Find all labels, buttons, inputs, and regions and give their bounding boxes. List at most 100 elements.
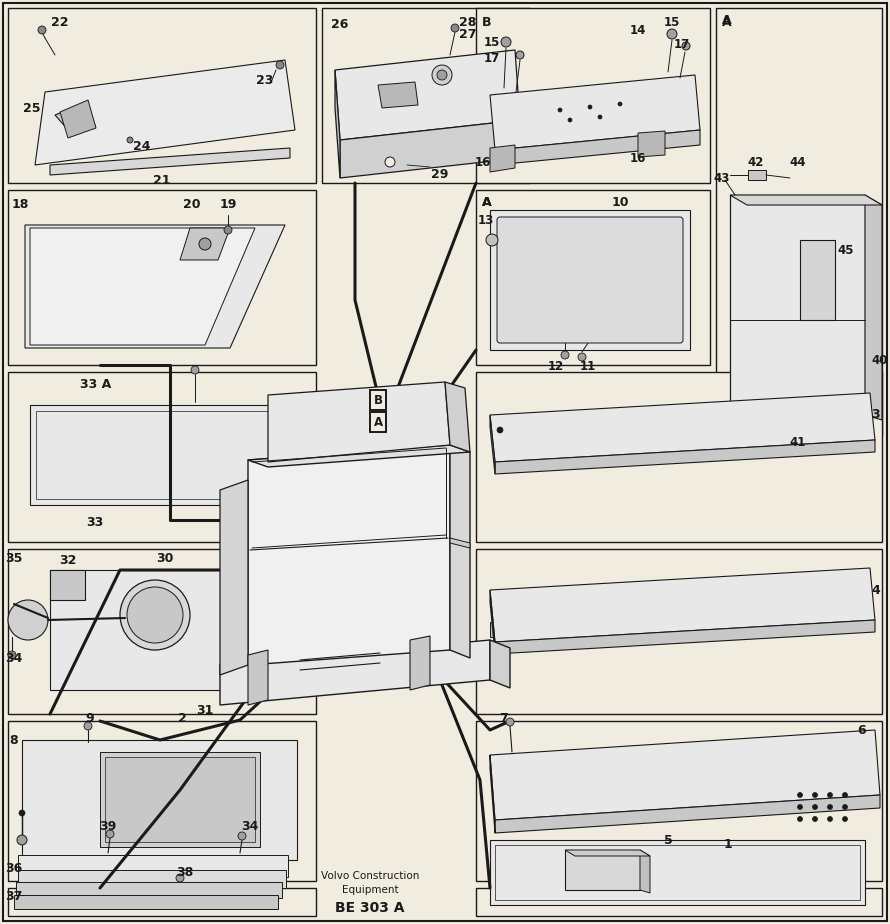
Text: 25: 25 <box>23 102 41 115</box>
Text: 21: 21 <box>153 174 171 187</box>
Text: 40: 40 <box>872 354 888 367</box>
Text: 30: 30 <box>157 552 174 565</box>
Polygon shape <box>490 755 495 833</box>
Text: 42: 42 <box>748 156 765 169</box>
Bar <box>748 170 766 180</box>
Polygon shape <box>248 445 470 467</box>
Circle shape <box>176 874 184 882</box>
Polygon shape <box>248 445 450 665</box>
Circle shape <box>588 105 592 109</box>
Bar <box>100 752 260 847</box>
Bar <box>322 8 530 183</box>
Text: 32: 32 <box>60 553 77 566</box>
Text: 43: 43 <box>714 172 730 185</box>
Polygon shape <box>490 393 875 462</box>
Polygon shape <box>490 415 495 474</box>
Text: A: A <box>482 196 491 209</box>
Polygon shape <box>490 568 875 642</box>
Text: 18: 18 <box>12 199 28 212</box>
Text: 4: 4 <box>871 583 880 597</box>
Text: 8: 8 <box>10 734 19 747</box>
Circle shape <box>797 805 803 809</box>
Text: 33: 33 <box>86 516 103 529</box>
Circle shape <box>432 65 452 85</box>
Bar <box>716 8 882 435</box>
Polygon shape <box>490 145 515 172</box>
Text: 5: 5 <box>664 833 672 846</box>
Text: 23: 23 <box>256 74 274 87</box>
Text: 26: 26 <box>331 18 349 31</box>
Text: B: B <box>374 394 383 407</box>
Bar <box>476 888 882 916</box>
Polygon shape <box>50 148 290 175</box>
Text: 41: 41 <box>789 435 806 448</box>
Bar <box>476 549 882 714</box>
Polygon shape <box>730 195 882 205</box>
Bar <box>8 372 316 542</box>
Polygon shape <box>220 640 490 705</box>
Circle shape <box>843 793 847 797</box>
Polygon shape <box>495 130 700 165</box>
Circle shape <box>516 51 524 59</box>
Polygon shape <box>490 640 510 688</box>
Bar <box>476 190 710 365</box>
Circle shape <box>276 61 284 69</box>
Circle shape <box>828 793 832 797</box>
Circle shape <box>486 234 498 246</box>
Circle shape <box>506 718 514 726</box>
Text: 28: 28 <box>459 16 477 29</box>
Text: 24: 24 <box>134 140 150 153</box>
Text: 16: 16 <box>474 155 491 168</box>
Text: 6: 6 <box>858 723 866 736</box>
Text: BE 303 A: BE 303 A <box>336 901 405 915</box>
Bar <box>490 840 865 905</box>
Polygon shape <box>268 382 450 462</box>
Bar <box>22 740 297 860</box>
Polygon shape <box>340 120 520 178</box>
Bar <box>495 845 860 900</box>
Circle shape <box>578 353 586 361</box>
Text: A: A <box>374 416 383 429</box>
Bar <box>490 622 502 637</box>
Text: 20: 20 <box>183 199 201 212</box>
Text: A: A <box>722 16 732 29</box>
Text: 31: 31 <box>197 703 214 716</box>
Polygon shape <box>495 620 875 654</box>
Text: 11: 11 <box>580 359 596 372</box>
Text: 36: 36 <box>5 861 22 874</box>
Polygon shape <box>638 131 665 157</box>
Polygon shape <box>378 82 418 108</box>
Bar <box>8 549 316 714</box>
Circle shape <box>813 793 818 797</box>
Bar <box>800 240 835 320</box>
Circle shape <box>497 427 503 433</box>
Text: 12: 12 <box>548 359 564 372</box>
Circle shape <box>8 600 48 640</box>
Bar <box>16 882 282 898</box>
Text: 16: 16 <box>630 152 646 164</box>
Circle shape <box>38 26 46 34</box>
Text: 10: 10 <box>611 196 628 209</box>
Circle shape <box>828 817 832 821</box>
Text: 37: 37 <box>5 890 22 903</box>
Text: 34: 34 <box>241 820 259 833</box>
Text: 29: 29 <box>432 168 449 181</box>
Text: 34: 34 <box>5 651 22 664</box>
Bar <box>50 570 85 600</box>
Bar <box>730 195 865 415</box>
Bar <box>8 888 316 916</box>
Polygon shape <box>450 538 470 548</box>
Bar <box>490 210 690 350</box>
Text: A: A <box>722 14 732 27</box>
Circle shape <box>828 805 832 809</box>
Text: 9: 9 <box>85 711 94 724</box>
Polygon shape <box>490 730 880 820</box>
Circle shape <box>84 722 92 730</box>
Circle shape <box>127 587 183 643</box>
Text: 1: 1 <box>724 838 732 852</box>
Text: 38: 38 <box>176 866 194 879</box>
Circle shape <box>501 37 511 47</box>
Circle shape <box>451 24 459 32</box>
Text: 15: 15 <box>484 35 500 48</box>
Text: 39: 39 <box>100 820 117 833</box>
